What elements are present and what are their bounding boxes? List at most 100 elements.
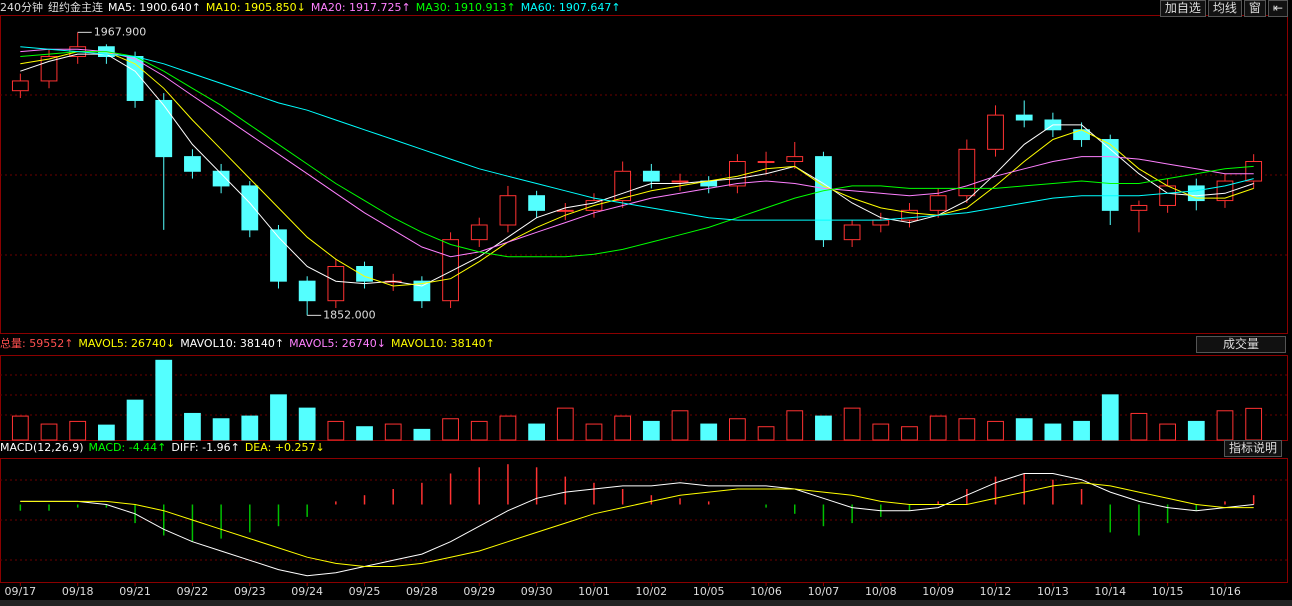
candle-body bbox=[1159, 185, 1177, 206]
volume-bar bbox=[1015, 418, 1033, 441]
volume-bar bbox=[700, 423, 718, 441]
toolbar-button[interactable]: 窗 bbox=[1243, 0, 1266, 17]
x-tick-label: 09/22 bbox=[177, 585, 209, 598]
ma-line bbox=[20, 51, 1254, 258]
collapse-button[interactable]: ⇤ bbox=[1267, 0, 1288, 17]
volume-bar bbox=[1130, 412, 1148, 441]
price-legend: 240分钟 纽约金主连 MA5: 1900.640↑ MA10: 1905.850… bbox=[0, 0, 621, 16]
volume-bar bbox=[470, 420, 488, 441]
toolbar-button[interactable]: 加自选 bbox=[1159, 0, 1206, 17]
candle-body bbox=[642, 170, 660, 182]
x-tick-label: 10/01 bbox=[578, 585, 610, 598]
candle-body bbox=[499, 195, 517, 226]
annotation-label: 1852.000 bbox=[323, 308, 376, 321]
volume-bar bbox=[1216, 410, 1234, 441]
x-tick-label: 10/12 bbox=[980, 585, 1012, 598]
volume-bar bbox=[614, 415, 632, 441]
x-tick-label: 09/21 bbox=[119, 585, 151, 598]
volume-bar bbox=[728, 418, 746, 441]
volume-bar bbox=[40, 423, 58, 441]
legend-entry: 总量: 59552↑ bbox=[0, 337, 74, 350]
candle-body bbox=[327, 266, 345, 302]
volume-bar bbox=[1245, 407, 1263, 441]
candle-body bbox=[298, 280, 316, 302]
volume-bar bbox=[356, 426, 373, 441]
toolbar-button[interactable]: 均线 bbox=[1207, 0, 1242, 17]
volume-bar bbox=[184, 412, 201, 441]
candle-body bbox=[1015, 114, 1033, 121]
diff-line bbox=[20, 473, 1254, 577]
legend-entry: MAVOL10: 38140↑ bbox=[390, 337, 495, 350]
legend-entry: MAVOL10: 38140↑ bbox=[180, 337, 285, 350]
volume-bar bbox=[872, 423, 890, 441]
x-tick-label: 10/06 bbox=[750, 585, 782, 598]
volume-bar bbox=[528, 423, 546, 441]
candle-body bbox=[413, 280, 431, 302]
volume-bar bbox=[585, 423, 603, 441]
legend-entry: DIFF: -1.96↑ bbox=[171, 441, 240, 454]
volume-bar bbox=[1101, 394, 1119, 441]
candle-body bbox=[671, 180, 689, 183]
indicator-help[interactable]: 指标说明 bbox=[1224, 440, 1283, 457]
candle-body bbox=[356, 266, 373, 282]
volume-bar bbox=[958, 418, 976, 441]
x-tick-label: 09/18 bbox=[62, 585, 94, 598]
volume-bar bbox=[815, 415, 832, 441]
macd-legend: MACD(12,26,9) MACD: -4.44↑ DIFF: -1.96↑ DEA… bbox=[0, 440, 325, 456]
legend-entry: MA10: 1905.850↓ bbox=[205, 1, 306, 14]
legend-entry: DEA: +0.257↓ bbox=[244, 441, 325, 454]
volume-bar bbox=[442, 418, 459, 441]
x-tick-label: 09/28 bbox=[406, 585, 438, 598]
volume-bar bbox=[671, 410, 689, 441]
volume-bar bbox=[241, 415, 259, 441]
ma-line bbox=[20, 46, 1254, 221]
x-tick-label: 10/15 bbox=[1152, 585, 1184, 598]
volume-bar bbox=[69, 420, 87, 441]
ma-line bbox=[20, 51, 1254, 287]
ma-line bbox=[20, 53, 1254, 287]
annotation-label: 1967.900 bbox=[94, 25, 147, 38]
x-tick-label: 10/05 bbox=[693, 585, 725, 598]
candle-body bbox=[1245, 161, 1263, 182]
x-tick-label: 09/30 bbox=[521, 585, 553, 598]
candle-body bbox=[184, 156, 201, 172]
candle-body bbox=[556, 209, 574, 212]
toolbar: 加自选 均线窗 ⇤ bbox=[1159, 0, 1288, 17]
dea-line bbox=[20, 482, 1254, 567]
x-tick-label: 10/16 bbox=[1209, 585, 1241, 598]
legend-entry: MACD: -4.44↑ bbox=[88, 441, 167, 454]
tab-strip bbox=[0, 600, 1292, 606]
legend-entry: MAVOL5: 26740↓ bbox=[78, 337, 176, 350]
candle-body bbox=[901, 209, 918, 221]
x-tick-label: 10/13 bbox=[1037, 585, 1069, 598]
volume-bar bbox=[929, 415, 947, 441]
candle-body bbox=[872, 219, 890, 226]
volume-bar bbox=[1073, 420, 1090, 441]
x-tick-label: 09/29 bbox=[463, 585, 495, 598]
legend-entry: MAVOL5: 26740↓ bbox=[289, 337, 386, 350]
candle-body bbox=[155, 99, 173, 158]
legend-entry: MA30: 1910.913↑ bbox=[415, 1, 516, 14]
candle-body bbox=[757, 161, 775, 164]
legend-entry: MA60: 1907.647↑ bbox=[520, 1, 621, 14]
ma-line bbox=[20, 48, 1254, 258]
x-tick-label: 09/23 bbox=[234, 585, 266, 598]
period: 240分钟 bbox=[0, 1, 43, 14]
x-tick-label: 10/07 bbox=[808, 585, 840, 598]
volume-selector[interactable]: 成交量 bbox=[1196, 336, 1286, 353]
volume-bar bbox=[1159, 423, 1177, 441]
volume-bar bbox=[384, 423, 402, 441]
volume-legend: 总量: 59552↑ MAVOL5: 26740↓ MAVOL10: 38140↑ M… bbox=[0, 336, 495, 352]
volume-bar bbox=[126, 399, 144, 441]
volume-bar bbox=[327, 420, 345, 441]
volume-bar bbox=[757, 426, 775, 441]
volume-bar bbox=[901, 426, 918, 441]
volume-bar bbox=[1187, 420, 1205, 441]
candle-body bbox=[270, 229, 287, 282]
candle-body bbox=[815, 156, 832, 241]
volume-bar bbox=[556, 407, 574, 441]
x-tick-label: 10/09 bbox=[922, 585, 954, 598]
candle-body bbox=[1101, 139, 1119, 211]
